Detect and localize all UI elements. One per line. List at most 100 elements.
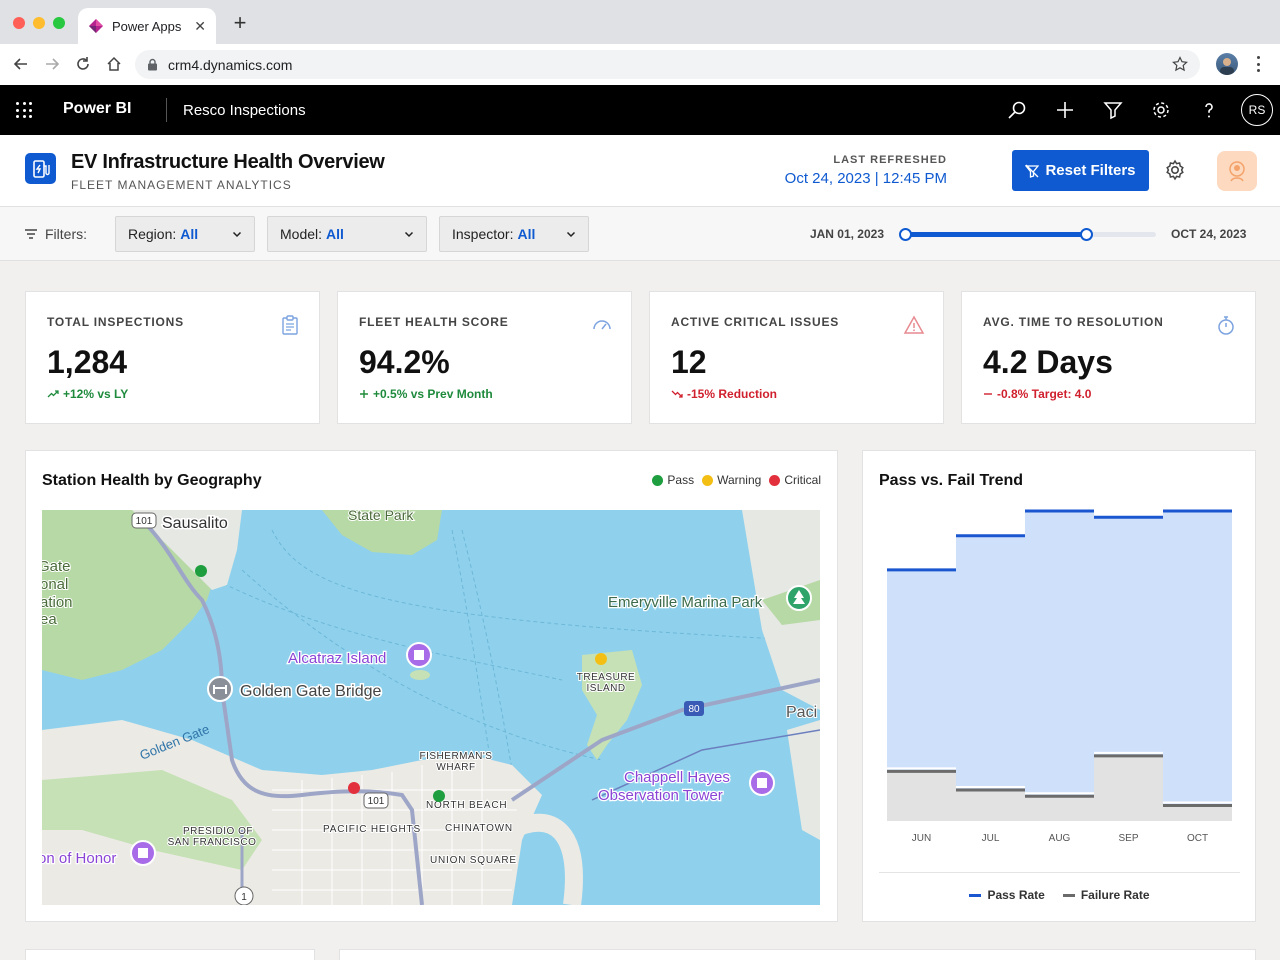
map-label-presidio-1: PRESIDIO OF [183,826,253,837]
filter-icon[interactable] [1102,99,1124,121]
pass-fail-chart[interactable]: JUN JUL AUG SEP OCT [863,451,1256,871]
street-grid [272,760,522,905]
failure-rate-area [1163,805,1232,821]
alcatraz-pin-icon[interactable] [406,642,432,668]
model-value: All [326,226,344,242]
user-avatar[interactable]: RS [1241,94,1273,126]
reload-icon[interactable] [73,54,93,74]
trend-down-icon [671,390,683,398]
map-label-fishermans-1: FISHERMAN'S [420,751,493,762]
highway-shield-101b: 101 [363,792,389,809]
user-profile-tile[interactable] [1217,151,1257,191]
kpi-delta-text: -0.8% Target: 4.0 [997,387,1092,401]
new-tab-button[interactable]: + [233,10,247,35]
report-canvas: TOTAL INSPECTIONS 1,284 +12% vs LY FLEET… [0,261,1280,960]
date-range-start: JAN 01, 2023 [809,227,884,241]
back-icon[interactable] [11,54,31,74]
x-tick-label: OCT [1187,833,1208,844]
trend-card-title: Pass vs. Fail Trend [879,472,1024,489]
station-marker-pass[interactable] [195,565,207,577]
help-icon[interactable] [1198,99,1220,121]
map-label-chinatown: CHINATOWN [445,823,513,834]
app-bar-divider [166,98,167,122]
forward-icon[interactable] [42,54,62,74]
legion-of-honor-pin-icon[interactable] [130,840,156,866]
station-marker-pass[interactable] [433,790,445,802]
map-labels: Sausalito State Park Gate onal ation ea … [42,510,818,868]
kpi-value: 1,284 [47,344,128,380]
pass-rate-area [1025,511,1094,821]
kpi-value: 4.2 Days [983,344,1113,380]
url-field[interactable]: crm4.dynamics.com [135,50,1200,79]
highway-shield-101a: 101 [131,512,157,529]
legend-item-failure-rate: Failure Rate [1062,888,1150,902]
tab-close-icon[interactable]: ✕ [194,17,206,34]
workspace-name[interactable]: Resco Inspections [183,102,306,119]
kpi-value: 12 [671,344,707,380]
search-icon[interactable] [1006,99,1028,121]
date-range-slider[interactable] [899,228,1156,241]
gauge-icon [593,320,611,336]
chappell-hayes-pin-icon[interactable] [749,770,775,796]
map-label-union-square: UNION SQUARE [430,855,517,866]
reset-filters-button[interactable]: Reset Filters [1012,150,1149,191]
inspector-value: All [517,226,536,242]
alcatraz-land [410,670,430,680]
home-icon[interactable] [104,54,124,74]
filters-label-text: Filters: [45,226,87,242]
kpi-card-fleet-health[interactable]: FLEET HEALTH SCORE 94.2% +0.5% vs Prev M… [337,291,632,424]
date-range-start-handle[interactable] [899,228,912,241]
kpi-title: FLEET HEALTH SCORE [359,315,509,329]
bookmark-star-icon[interactable] [1172,56,1188,72]
filter-lines-icon [25,229,37,239]
kpi-title: AVG. TIME TO RESOLUTION [983,315,1164,329]
report-settings-icon[interactable] [1164,159,1186,181]
date-range-fill [905,232,1086,237]
region-dropdown[interactable]: Region: All [115,216,255,252]
legend-label: Critical [784,473,821,487]
model-dropdown[interactable]: Model: All [267,216,427,252]
failure-rate-area [1025,796,1094,821]
station-map[interactable]: 101 101 80 1 [42,510,820,905]
window-close-button[interactable] [13,17,25,29]
browser-menu-icon[interactable] [1252,54,1264,74]
legend-item-warning: Warning [702,473,761,487]
inspector-dropdown[interactable]: Inspector: All [439,216,589,252]
filters-label: Filters: [25,226,87,242]
app-name[interactable]: Power BI [63,100,132,117]
map-card: Station Health by Geography Pass Warning… [25,450,838,922]
settings-gear-icon[interactable] [1150,99,1172,121]
window-minimize-button[interactable] [33,17,45,29]
legend-item-pass-rate: Pass Rate [969,888,1045,902]
kpi-card-critical-issues[interactable]: ACTIVE CRITICAL ISSUES 12 -15% Reduction [649,291,944,424]
map-label-ea: ea [42,611,57,628]
kpi-card-resolution-time[interactable]: AVG. TIME TO RESOLUTION 4.2 Days -0.8% T… [961,291,1256,424]
marina-park-pin-icon[interactable] [786,585,812,611]
address-bar-row: crm4.dynamics.com [0,44,1280,85]
golden-gate-bridge-pin-icon[interactable] [207,676,233,702]
warning-icon [903,315,925,334]
power-bi-app-bar: Power BI Resco Inspections RS [0,85,1280,135]
map-label-emeryville: Emeryville Marina Park [608,594,763,611]
x-tick-label: JUN [912,833,931,844]
legend-dot [652,474,664,486]
kpi-delta: +12% vs LY [47,387,128,401]
map-label-legion: on of Honor [42,850,116,867]
legend-dot [702,474,714,486]
add-icon[interactable] [1054,99,1076,121]
chevron-down-icon [232,231,242,238]
svg-text:1: 1 [241,892,247,903]
browser-profile-avatar[interactable] [1216,53,1238,75]
map-label-treasure-2: ISLAND [586,683,625,694]
page-subtitle: FLEET MANAGEMENT ANALYTICS [71,178,292,192]
station-marker-critical[interactable] [348,782,360,794]
browser-tab-bar: Power Apps ✕ + [0,0,1280,44]
kpi-delta-text: -15% Reduction [687,387,778,401]
station-marker-warning[interactable] [595,653,607,665]
kpi-card-total-inspections[interactable]: TOTAL INSPECTIONS 1,284 +12% vs LY [25,291,320,424]
window-zoom-button[interactable] [53,17,65,29]
browser-tab[interactable]: Power Apps ✕ [78,8,216,44]
model-label: Model: [280,226,323,242]
app-launcher-icon[interactable] [16,102,32,118]
date-range-end-handle[interactable] [1079,228,1093,241]
